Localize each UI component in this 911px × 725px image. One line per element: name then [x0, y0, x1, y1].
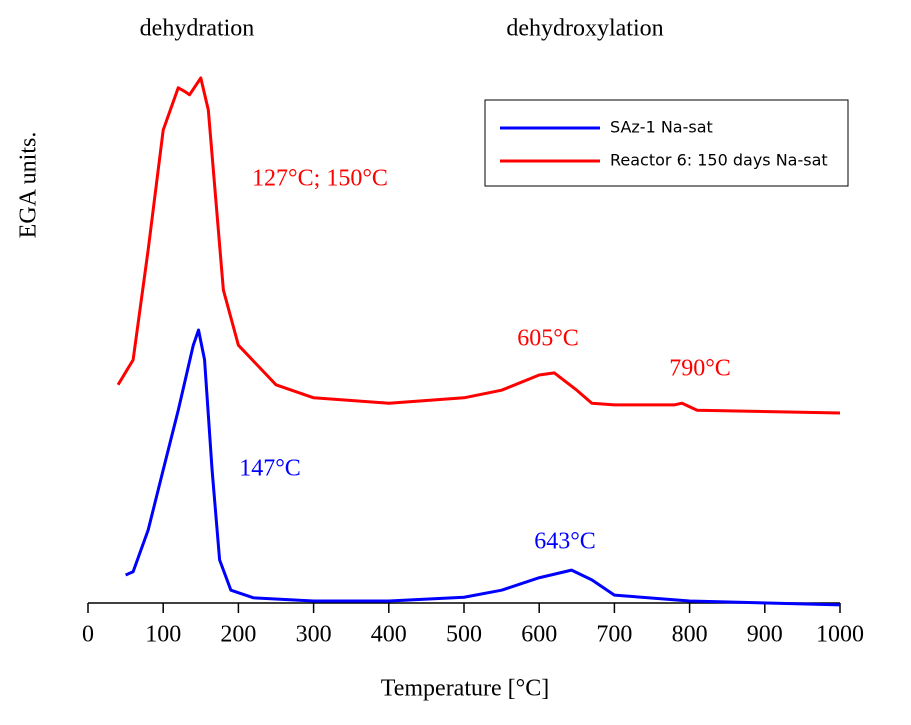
legend-label: SAz-1 Na-sat [610, 118, 713, 137]
line [125, 328, 841, 607]
x-tick-label: 500 [446, 622, 482, 648]
x-tick-label: 1000 [816, 622, 864, 648]
line [116, 76, 841, 415]
legend [484, 99, 849, 187]
x-tick-label: 900 [747, 622, 783, 648]
legend-label: Reactor 6: 150 days Na-sat [610, 151, 828, 170]
x-tick-label: 300 [296, 622, 332, 648]
annotation: dehydroxylation [506, 16, 663, 42]
x-tick-label: 600 [521, 622, 557, 648]
annotation: 605°C [517, 326, 579, 352]
annotation: 127°C; 150°C [252, 166, 388, 192]
x-tick-label: 200 [220, 622, 256, 648]
x-tick-label: 0 [82, 622, 94, 648]
annotation: 147°C [239, 456, 301, 482]
x-tick-label: 700 [596, 622, 632, 648]
annotation: 790°C [669, 356, 731, 382]
x-tick-label: 400 [371, 622, 407, 648]
y-axis-label: EGA units. [16, 132, 42, 239]
x-tick-label: 100 [145, 622, 181, 648]
annotation: dehydration [140, 16, 255, 42]
x-axis-label: Temperature [°C] [381, 676, 550, 702]
annotation: 643°C [534, 529, 596, 555]
x-tick-label: 800 [672, 622, 708, 648]
